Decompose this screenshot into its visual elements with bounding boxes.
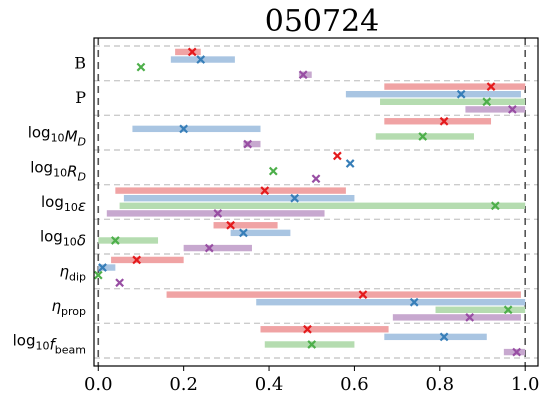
x-marker <box>332 151 342 161</box>
x-marker <box>512 347 522 357</box>
interval-bar <box>98 264 116 271</box>
interval-bar <box>175 48 201 56</box>
x-axis-ticks: 0.0 0.2 0.4 0.6 0.8 1.0 <box>84 366 540 395</box>
interval-bar <box>132 125 261 133</box>
parameter-label: P <box>75 88 86 107</box>
interval-bar <box>183 244 252 252</box>
x-marker <box>268 166 278 176</box>
x-marker <box>418 132 428 141</box>
x-tick-label: 0.4 <box>255 374 284 395</box>
x-marker <box>307 340 317 349</box>
parameter-label: log10MD <box>28 124 86 149</box>
interval-bar <box>243 140 261 148</box>
interval-bar <box>98 237 159 244</box>
interval-bar <box>298 71 312 78</box>
x-marker <box>179 124 189 134</box>
x-marker <box>465 313 475 322</box>
interval-bars <box>98 48 526 356</box>
x-marker <box>456 89 466 99</box>
x-marker <box>93 270 103 280</box>
x-marker <box>260 186 270 195</box>
interval-bar <box>384 118 492 125</box>
interval-bar <box>375 133 474 140</box>
x-marker <box>439 332 449 342</box>
x-marker <box>503 305 513 315</box>
interval-bar <box>435 306 526 313</box>
interval-bar <box>123 195 355 202</box>
x-marker <box>409 297 419 307</box>
interval-bar <box>166 291 521 298</box>
x-marker <box>196 55 206 64</box>
interval-bar <box>380 98 526 105</box>
parameter-label: ηdip <box>59 262 86 283</box>
interval-bar <box>106 210 325 217</box>
x-marker <box>187 47 197 57</box>
x-marker <box>303 324 312 334</box>
parameter-label: log10RD <box>30 158 86 183</box>
interval-bar <box>230 229 291 237</box>
parameter-label: B <box>74 53 86 72</box>
x-marker <box>115 278 124 288</box>
x-marker <box>213 209 223 218</box>
x-marker <box>490 201 500 211</box>
parameter-label: log10ε <box>41 193 86 215</box>
x-tick-label: 0.6 <box>340 374 369 395</box>
point-markers <box>93 47 522 357</box>
x-marker <box>132 255 142 265</box>
x-marker <box>298 70 308 80</box>
chart-title: 050724 <box>265 4 380 39</box>
interval-bar <box>503 348 526 356</box>
x-marker <box>482 97 492 107</box>
parameter-label: ηprop <box>52 297 87 318</box>
x-marker <box>226 220 235 230</box>
interval-bar <box>119 202 526 209</box>
parameter-label: log10fbeam <box>13 332 86 357</box>
x-tick-label: 0.8 <box>425 374 454 395</box>
interval-bar <box>465 106 526 113</box>
interval-bar <box>170 56 235 63</box>
x-marker <box>311 174 321 184</box>
interval-bar <box>260 326 389 333</box>
interval-bar <box>384 333 487 341</box>
x-marker <box>486 82 496 91</box>
x-marker <box>439 116 449 126</box>
x-marker <box>243 139 253 149</box>
parameter-label: log10δ <box>40 228 86 250</box>
x-marker <box>110 236 120 245</box>
x-tick-label: 0.0 <box>84 374 113 395</box>
interval-bar <box>256 299 526 306</box>
grid-layer <box>94 38 538 366</box>
x-marker <box>98 263 107 272</box>
x-tick-label: 1.0 <box>511 374 540 395</box>
x-marker <box>358 290 368 299</box>
interval-bar <box>115 187 346 194</box>
x-marker <box>345 159 355 168</box>
interval-bar <box>384 83 526 90</box>
x-tick-label: 0.2 <box>169 374 198 395</box>
plot-frame <box>93 37 539 367</box>
interval-bar <box>111 256 184 264</box>
x-marker <box>204 243 214 253</box>
interval-bar <box>345 91 521 98</box>
interval-bar <box>213 222 278 229</box>
x-marker <box>136 62 146 72</box>
x-marker <box>508 105 517 114</box>
interval-bar <box>392 314 521 321</box>
x-marker <box>239 228 248 238</box>
x-marker <box>290 193 300 203</box>
interval-bar <box>264 341 355 348</box>
